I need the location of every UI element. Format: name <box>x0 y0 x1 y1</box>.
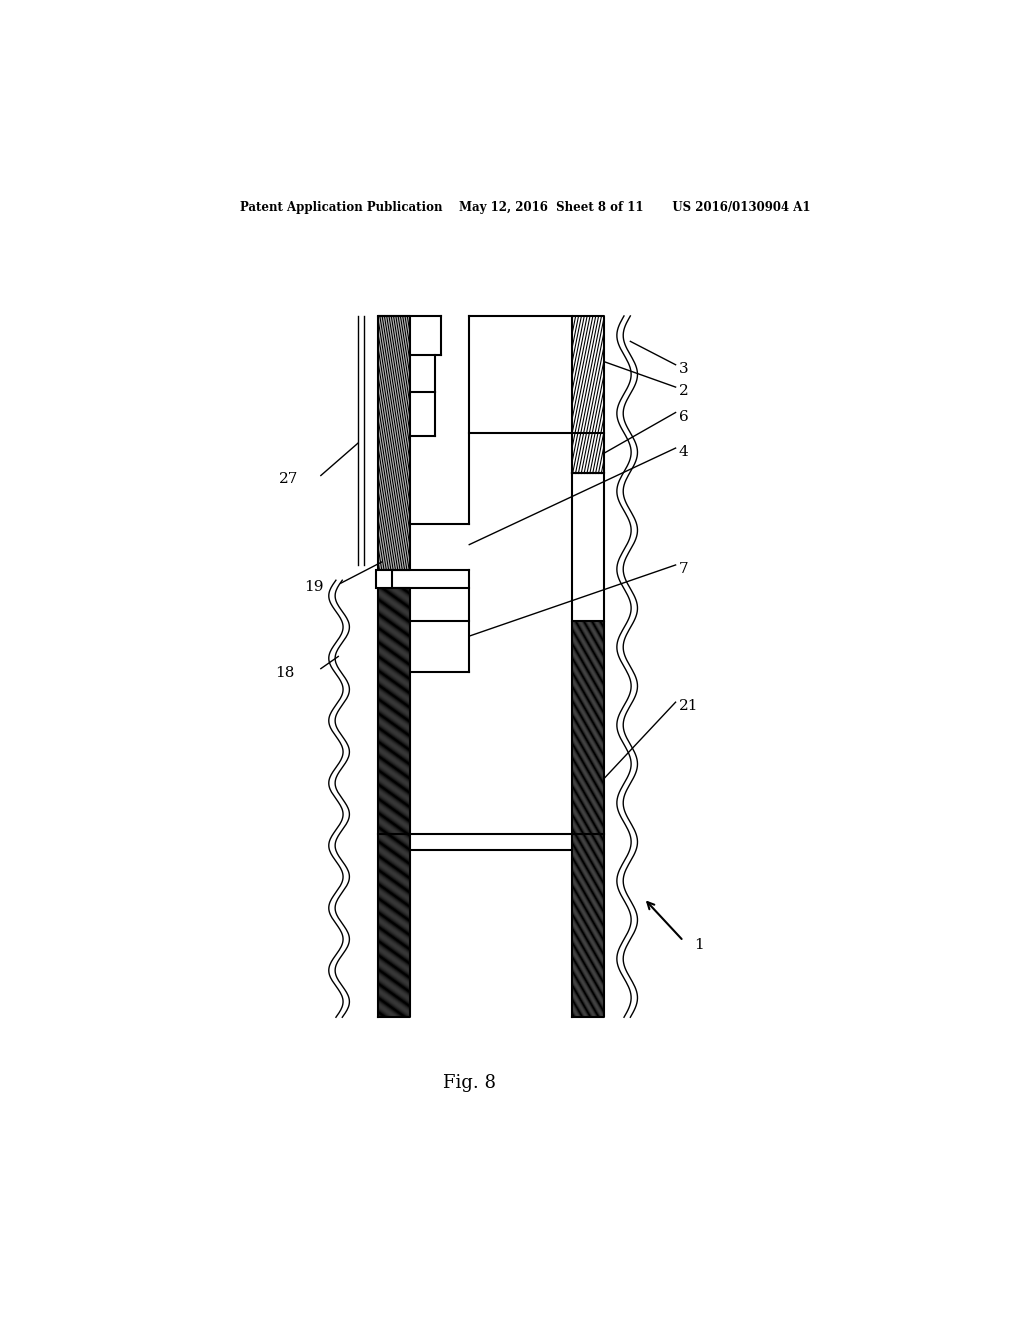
Text: 7: 7 <box>679 562 688 576</box>
Text: 6: 6 <box>679 409 688 424</box>
Bar <box>377 570 392 589</box>
Text: 3: 3 <box>679 362 688 376</box>
Text: 27: 27 <box>279 471 298 486</box>
Text: 2: 2 <box>679 384 688 399</box>
Text: Patent Application Publication    May 12, 2016  Sheet 8 of 11       US 2016/0130: Patent Application Publication May 12, 2… <box>240 201 810 214</box>
Text: 21: 21 <box>679 700 698 713</box>
Text: 18: 18 <box>274 665 294 680</box>
Text: 1: 1 <box>694 939 703 952</box>
Text: 4: 4 <box>679 445 688 459</box>
Text: 19: 19 <box>304 581 324 594</box>
Text: Fig. 8: Fig. 8 <box>442 1074 496 1093</box>
